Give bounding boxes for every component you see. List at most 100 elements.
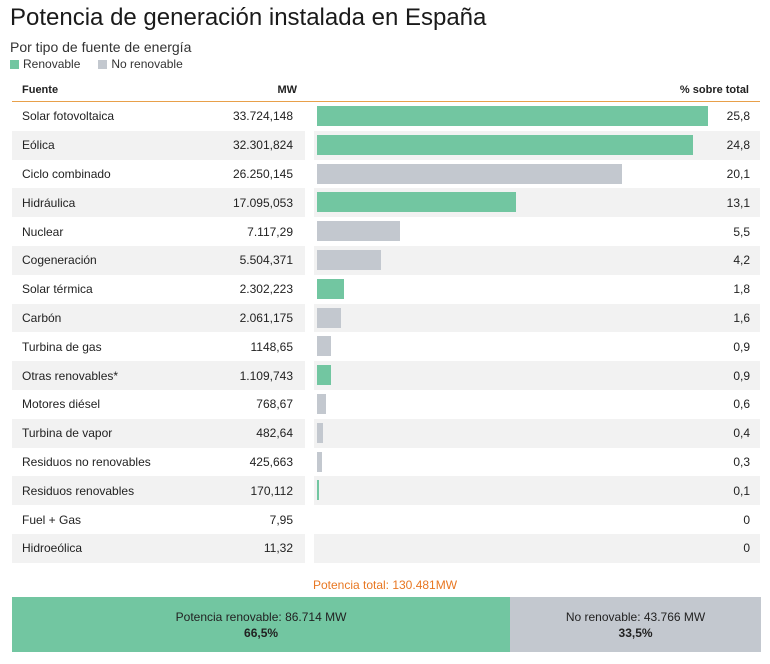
row-pct: 0,6 — [733, 397, 750, 412]
row-pct: 24,8 — [726, 138, 750, 153]
row-pct: 0,9 — [733, 368, 750, 383]
row-bar-cell: 1,8 — [314, 275, 760, 304]
row-fuente: Otras renovables* — [12, 361, 178, 390]
row-fuente: Solar térmica — [22, 282, 93, 297]
row-bar-cell: 0 — [314, 533, 760, 563]
row-bar-cell: 4,2 — [314, 245, 760, 275]
table-row: Residuos no renovables 425,663 0,3 — [12, 448, 760, 477]
legend-swatch-renewable — [10, 59, 19, 69]
summary-renewable-pct: 66,5% — [244, 625, 279, 640]
bar — [317, 365, 331, 386]
summary-renewable-segment: Potencia renovable: 86.714 MW 66,5% — [12, 597, 511, 652]
row-bar-cell: 0,6 — [314, 390, 760, 419]
row-mw: 32.301,824 — [178, 130, 305, 160]
row-fuente: Hidráulica — [12, 188, 178, 218]
row-pct: 4,2 — [733, 253, 750, 268]
row-fuente: Nuclear — [22, 224, 64, 239]
row-bar-cell: 5,5 — [314, 217, 760, 246]
row-bar-cell: 24,8 — [314, 130, 760, 160]
bar — [317, 422, 324, 443]
row-mw: 7,95 — [269, 512, 293, 527]
row-bar-cell: 0,4 — [314, 418, 760, 448]
chart-title: Potencia de generación instalada en Espa… — [10, 4, 487, 31]
row-fuente: Ciclo combinado — [22, 166, 111, 181]
row-fuente: Hidroeólica — [12, 533, 178, 563]
bar — [317, 106, 708, 126]
row-fuente: Cogeneración — [12, 245, 178, 275]
table-row: Eólica 32.301,824 24,8 — [12, 130, 760, 160]
header-pct: % sobre total — [679, 84, 749, 96]
total-label: Potencia total: 130.481MW — [312, 578, 458, 592]
row-fuente: Solar fotovoltaica — [22, 109, 115, 124]
table-row: Nuclear 7.117,29 5,5 — [12, 217, 760, 246]
row-mw: 26.250,145 — [232, 166, 293, 181]
table-row: Carbón 2.061,175 1,6 — [12, 303, 760, 333]
row-pct: 0,1 — [733, 483, 750, 498]
table-row: Cogeneración 5.504,371 4,2 — [12, 245, 760, 275]
row-fuente: Residuos renovables — [12, 476, 178, 506]
row-pct: 25,8 — [726, 109, 750, 124]
row-pct: 1,8 — [733, 282, 750, 297]
row-mw: 768,67 — [256, 397, 293, 412]
row-bar-cell: 0,3 — [314, 448, 760, 477]
row-mw: 425,663 — [249, 454, 293, 469]
legend-swatch-non-renewable — [98, 59, 108, 69]
row-mw: 2.302,223 — [239, 282, 293, 297]
row-bar-cell: 0,1 — [314, 476, 760, 506]
table-row: Ciclo combinado 26.250,145 20,1 — [12, 160, 760, 189]
row-fuente: Motores diésel — [22, 397, 101, 412]
row-mw: 170,112 — [178, 476, 305, 506]
legend: Renovable No renovable — [10, 57, 183, 71]
row-bar-cell: 20,1 — [314, 160, 760, 189]
row-mw: 33.724,148 — [232, 109, 293, 124]
bar — [317, 451, 322, 472]
bar — [317, 336, 331, 357]
row-bar-cell: 13,1 — [314, 188, 760, 218]
summary-non-renewable-label: No renovable: 43.766 MW — [565, 609, 706, 624]
summary-bar: Potencia renovable: 86.714 MW 66,5% No r… — [12, 597, 761, 652]
row-pct: 0,3 — [733, 454, 750, 469]
row-bar-cell: 25,8 — [314, 102, 760, 131]
bar — [317, 192, 516, 213]
row-pct: 0 — [743, 512, 750, 527]
table-row: Hidroeólica 11,32 0 — [12, 533, 760, 563]
legend-label-renewable: Renovable — [23, 57, 81, 71]
row-pct: 5,5 — [733, 224, 750, 239]
row-mw: 7.117,29 — [247, 224, 293, 239]
header-mw: MW — [277, 84, 297, 96]
row-pct: 13,1 — [726, 195, 750, 210]
table-row: Turbina de gas 1148,65 0,9 — [12, 332, 760, 361]
row-mw: 5.504,371 — [178, 245, 305, 275]
row-fuente: Turbina de gas — [22, 339, 102, 354]
row-mw: 11,32 — [178, 533, 305, 563]
row-fuente: Eólica — [12, 130, 178, 160]
summary-non-renewable-segment: No renovable: 43.766 MW 33,5% — [510, 597, 761, 652]
bar — [317, 249, 381, 270]
bar — [317, 393, 327, 414]
row-mw: 482,64 — [178, 418, 305, 448]
row-fuente: Carbón — [12, 303, 178, 333]
row-bar-cell: 0,9 — [314, 332, 760, 361]
table-row: Residuos renovables 170,112 0,1 — [12, 476, 760, 506]
row-pct: 0 — [743, 541, 750, 556]
summary-renewable-label: Potencia renovable: 86.714 MW — [175, 609, 347, 624]
summary-non-renewable-pct: 33,5% — [618, 625, 653, 640]
row-mw: 2.061,175 — [178, 303, 305, 333]
table-row: Solar fotovoltaica 33.724,148 25,8 — [12, 102, 760, 131]
bar-table: Solar fotovoltaica 33.724,148 25,8 Eólica 32… — [12, 102, 760, 563]
row-mw: 1148,65 — [250, 339, 294, 354]
legend-label-non-renewable: No renovable — [111, 57, 183, 71]
row-pct: 1,6 — [733, 310, 750, 325]
row-bar-cell: 1,6 — [314, 303, 760, 333]
bar — [317, 221, 401, 242]
table-row: Turbina de vapor 482,64 0,4 — [12, 418, 760, 448]
legend-item-renewable: Renovable — [10, 57, 80, 71]
table-row: Otras renovables* 1.109,743 0,9 — [12, 361, 760, 390]
header-fuente: Fuente — [22, 84, 59, 96]
row-mw: 1.109,743 — [178, 361, 305, 390]
bar — [317, 480, 319, 501]
table-header: Fuente MW % sobre total — [12, 84, 760, 102]
bar — [317, 307, 342, 328]
row-pct: 0,4 — [733, 426, 750, 441]
table-row: Hidráulica 17.095,053 13,1 — [12, 188, 760, 218]
